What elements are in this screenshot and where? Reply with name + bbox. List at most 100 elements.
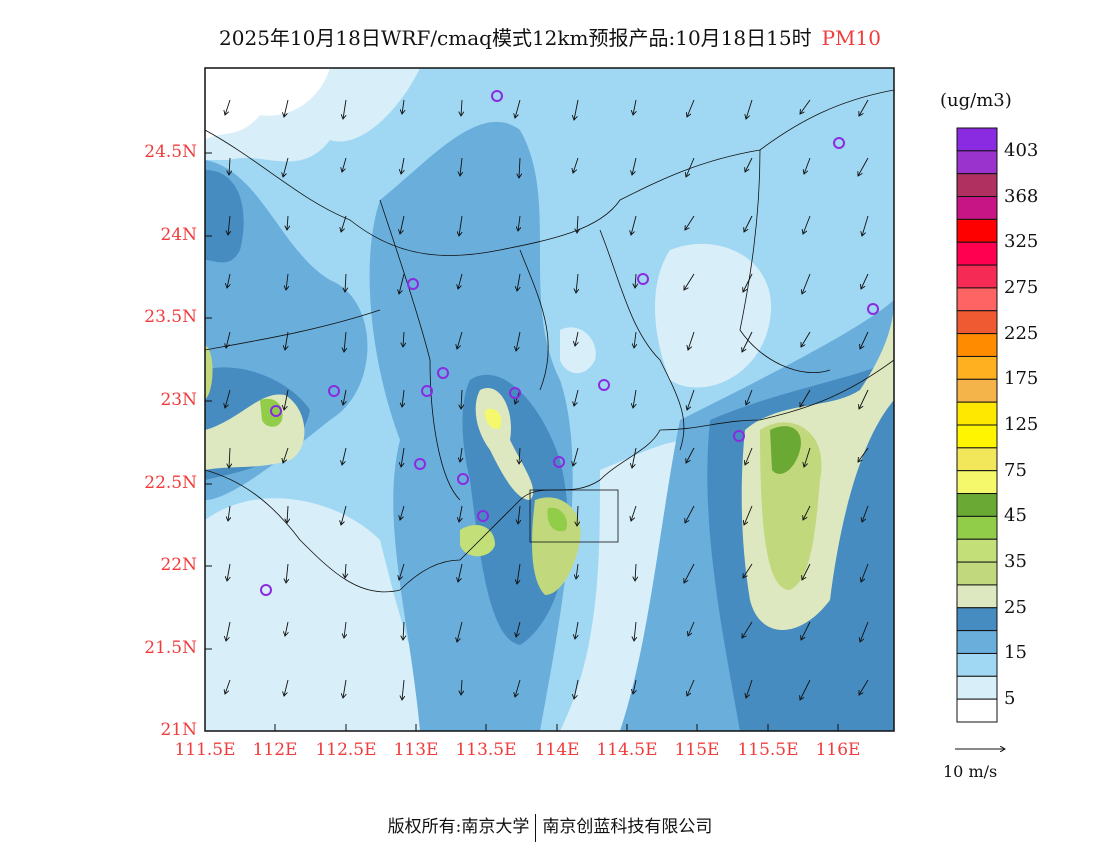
wind-arrow — [576, 273, 578, 293]
wind-arrow — [225, 389, 231, 408]
wind-arrow — [225, 99, 231, 115]
wind-arrow — [633, 389, 637, 408]
wind-arrow — [862, 215, 869, 236]
legend-color-box — [956, 470, 998, 495]
wind-arrow — [687, 679, 695, 696]
station-marker — [867, 303, 879, 315]
wind-arrow — [744, 215, 753, 232]
legend-color-box — [956, 630, 998, 654]
station-marker — [491, 90, 503, 102]
wind-arrow — [283, 447, 289, 463]
station-marker — [407, 278, 419, 290]
wind-arrow — [287, 505, 288, 523]
wind-arrow — [860, 331, 869, 349]
wind-arrow — [743, 273, 753, 292]
wind-arrow — [342, 447, 347, 465]
wind-arrow — [742, 331, 753, 352]
wind-arrow — [746, 389, 753, 405]
wind-arrow — [742, 621, 753, 638]
footer-divider — [535, 813, 537, 842]
wind-arrow — [574, 679, 579, 699]
legend-label: 45 — [1004, 505, 1027, 527]
legend-color-box — [956, 607, 998, 632]
legend-unit: (ug/m3) — [940, 90, 1012, 111]
station-marker — [270, 405, 282, 417]
station-marker — [437, 367, 449, 379]
wind-arrow — [803, 505, 811, 520]
green-macau — [460, 525, 495, 557]
wind-arrow — [226, 621, 231, 641]
lat-label: 21N — [160, 720, 197, 740]
legend-color-box — [956, 333, 998, 357]
wind-arrow — [225, 679, 231, 694]
legend-color-box — [956, 401, 998, 426]
light-green-west-edge — [205, 345, 213, 400]
wind-arrow — [635, 563, 636, 581]
wind-arrow — [399, 273, 405, 294]
wind-arrow — [746, 99, 753, 119]
wind-arrow — [286, 563, 288, 583]
wind-arrow — [342, 157, 347, 172]
green-hk — [532, 497, 581, 595]
wind-arrow — [574, 389, 579, 406]
legend-label: 368 — [1004, 185, 1039, 207]
wind-arrow — [458, 563, 463, 582]
wind-arrow — [634, 331, 636, 348]
wind-arrow — [861, 563, 869, 582]
legend-color-box — [956, 515, 998, 540]
wind-arrow — [461, 99, 462, 116]
wind-arrow — [283, 157, 289, 177]
axis-ticks — [205, 152, 839, 731]
station-marker — [414, 458, 426, 470]
wind-arrow — [403, 621, 404, 640]
wind-arrow — [631, 505, 637, 521]
wind-arrow — [803, 215, 811, 234]
legend-label: 275 — [1004, 276, 1039, 298]
wind-arrow — [402, 99, 404, 114]
wind-arrow — [746, 679, 753, 698]
legend-label: 225 — [1004, 322, 1039, 344]
station-marker — [509, 387, 521, 399]
legend-color-box — [956, 652, 998, 677]
color-legend — [956, 127, 998, 723]
lon-label: 115.5E — [737, 740, 799, 760]
wind-arrow — [284, 679, 289, 696]
lat-label: 21.5N — [144, 638, 197, 658]
green-east-core — [770, 426, 801, 474]
legend-label: 25 — [1004, 596, 1027, 618]
monitoring-stations — [260, 90, 879, 596]
wind-arrow — [400, 505, 405, 520]
lon-label: 114E — [534, 740, 580, 760]
wind-arrow — [631, 215, 637, 235]
legend-color-box — [956, 287, 998, 312]
wind-arrow — [401, 157, 404, 174]
wind-arrow — [575, 331, 578, 346]
wind-arrow — [401, 447, 405, 467]
lon-label: 113.5E — [455, 740, 517, 760]
legend-label: 15 — [1004, 642, 1027, 664]
station-marker — [328, 385, 340, 397]
figure-title: 2025年10月18日WRF/cmaq模式12km预报产品:10月18日15时 P… — [0, 22, 1100, 51]
lon-label: 116E — [815, 740, 861, 760]
lon-label: 113E — [393, 740, 439, 760]
station-marker — [457, 473, 469, 485]
wind-arrow — [457, 621, 463, 642]
wind-arrow — [687, 389, 695, 410]
legend-color-box — [956, 310, 998, 335]
legend-color-box — [956, 561, 998, 586]
wind-arrow — [684, 563, 695, 583]
low-zone-sw — [205, 498, 460, 731]
wind-scale-label: 10 m/s — [943, 762, 998, 781]
legend-label: 403 — [1004, 139, 1039, 161]
wind-arrow — [859, 389, 869, 409]
wind-arrow — [743, 563, 753, 578]
footer-company: 南京创蓝科技有限公司 — [542, 817, 713, 837]
wind-arrow — [573, 447, 579, 466]
wind-arrow — [227, 563, 231, 581]
legend-color-box — [956, 173, 998, 198]
station-marker — [421, 385, 433, 397]
station-marker — [553, 456, 565, 468]
station-marker — [833, 137, 845, 149]
wind-arrow — [516, 621, 521, 637]
